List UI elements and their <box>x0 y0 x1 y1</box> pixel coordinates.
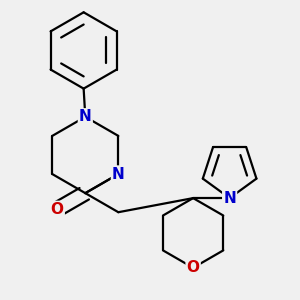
Text: O: O <box>51 202 64 217</box>
Text: O: O <box>187 260 200 275</box>
Text: N: N <box>223 190 236 206</box>
Text: N: N <box>112 167 125 182</box>
Text: N: N <box>79 109 92 124</box>
